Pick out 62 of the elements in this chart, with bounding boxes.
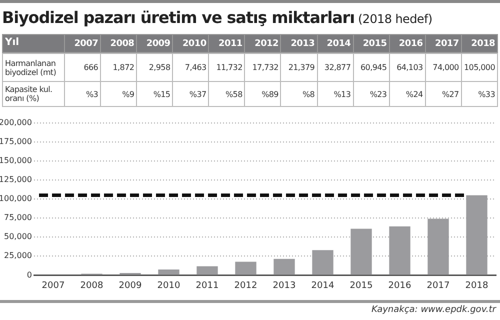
category-label: 2016 [398, 38, 423, 48]
category-label: 2010 [182, 38, 206, 48]
text: 105,000 [461, 54, 498, 82]
text: 1,872 [100, 54, 137, 82]
x-tick-label: 2010 [157, 280, 180, 291]
category-label: 2009 [146, 38, 170, 48]
text: %3 [64, 82, 101, 106]
y-tick-label: 50,000 [4, 232, 32, 242]
x-tick-label: 2014 [311, 280, 334, 291]
text: 7,463 [172, 54, 209, 82]
y-tick-label: 0 [26, 270, 32, 280]
text: %58 [208, 82, 245, 106]
x-tick-label: 2013 [272, 280, 296, 291]
x-tick-label: 2012 [234, 280, 258, 291]
text: %15 [136, 82, 173, 106]
text: %89 [244, 82, 281, 106]
y-tick-label: 75,000 [4, 213, 32, 222]
text: 11,732 [208, 54, 245, 82]
category-label: 2007 [74, 38, 98, 48]
y-tick-label: 150,000 [0, 156, 32, 165]
y-tick-label: 175,000 [0, 136, 32, 146]
x-tick-label: 2011 [196, 280, 219, 291]
text: %27 [425, 82, 462, 106]
text: 32,877 [317, 54, 354, 82]
text: Kapasite kul. oranı (%) [2, 82, 64, 106]
text: %33 [461, 82, 498, 106]
x-tick-label: 2017 [426, 280, 450, 291]
text: %24 [389, 82, 426, 106]
y-tick-label: 100,000 [0, 194, 32, 204]
x-tick-label: 2008 [80, 280, 104, 291]
text: 60,945 [353, 54, 390, 82]
text: %13 [317, 82, 354, 106]
category-label: 2018 [471, 38, 495, 48]
text: 21,379 [280, 54, 318, 82]
y-tick-label: 25,000 [4, 251, 32, 260]
text: (2018 hedef) [356, 12, 432, 26]
category-label: 2017 [435, 38, 459, 48]
x-tick-label: 2018 [465, 280, 488, 291]
text: 666 [64, 54, 101, 82]
text: Kaynakça: www.epdk.gov.tr [371, 305, 496, 315]
category-label: 2014 [326, 38, 351, 48]
text: 64,103 [389, 54, 426, 82]
x-tick-label: 2007 [42, 280, 65, 291]
category-label: 2011 [218, 38, 242, 48]
text: 17,732 [244, 54, 281, 82]
text: %8 [280, 82, 318, 106]
category-label: 2015 [362, 38, 387, 48]
text: Yıl [5, 37, 20, 48]
y-tick-label: 125,000 [0, 175, 32, 184]
x-tick-label: 2009 [118, 280, 142, 291]
text: Harmanlanan biyodizel (mt) [2, 54, 64, 82]
text: 74,000 [425, 54, 462, 82]
category-label: 2013 [290, 38, 315, 48]
text: 2,958 [136, 54, 173, 82]
x-tick-label: 2015 [350, 280, 373, 291]
text: Biyodizel pazarı üretim ve satış miktarları [2, 8, 354, 27]
text: %23 [353, 82, 390, 106]
category-label: 2012 [254, 38, 278, 48]
x-tick-label: 2016 [388, 280, 412, 291]
category-label: 2008 [110, 38, 134, 48]
text: %9 [100, 82, 137, 106]
text: %37 [172, 82, 209, 106]
